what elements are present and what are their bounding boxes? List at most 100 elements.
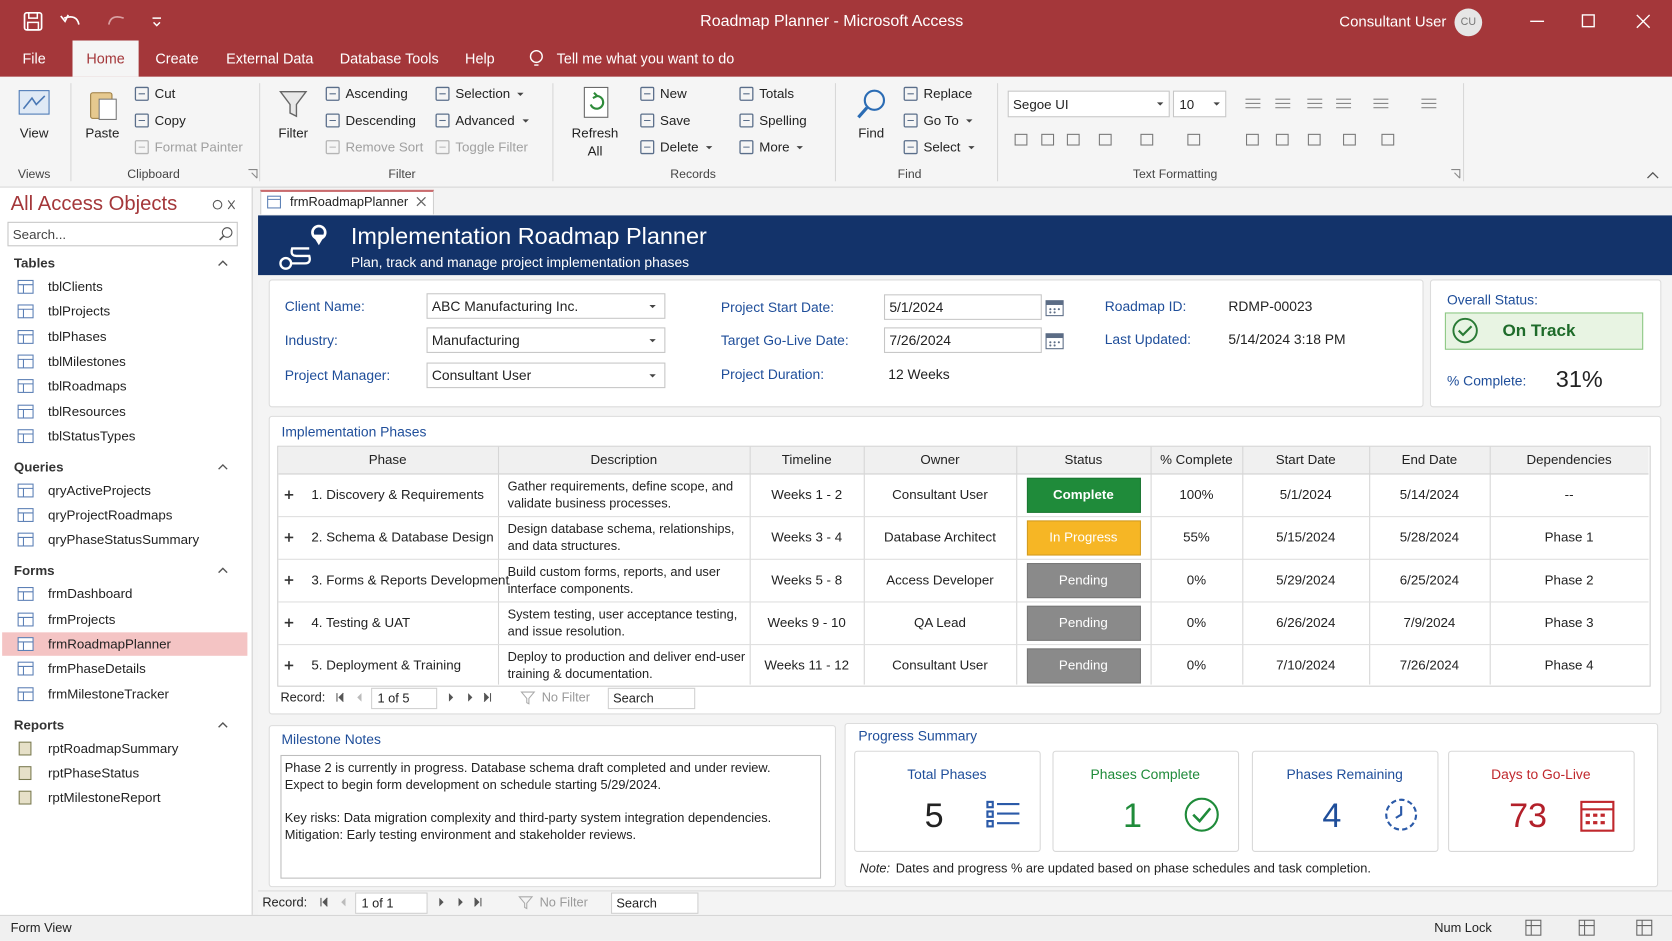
expand-row[interactable] <box>283 574 296 587</box>
toggle-filter-button[interactable]: Toggle Filter <box>455 139 528 155</box>
nav-group-header[interactable]: Forms <box>13 563 55 579</box>
column-header[interactable]: Phase <box>368 452 407 468</box>
ribbon-tab[interactable]: Database Tools <box>339 50 439 67</box>
column-header[interactable]: Start Date <box>1275 452 1336 468</box>
find-icon[interactable] <box>855 87 889 121</box>
date-input[interactable]: 7/26/2024 <box>883 327 1042 353</box>
save-icon[interactable] <box>21 10 44 33</box>
select-button[interactable]: Select <box>923 139 961 155</box>
nav-item[interactable]: frmDashboard <box>47 586 133 602</box>
calendar-button[interactable] <box>1045 298 1064 317</box>
collapse-group[interactable] <box>216 566 229 577</box>
format-painter-button[interactable]: Format Painter <box>154 139 243 155</box>
nav-item[interactable]: rptRoadmapSummary <box>47 740 179 756</box>
format-icon[interactable] <box>1370 95 1391 112</box>
nav-item[interactable]: frmProjects <box>47 611 116 627</box>
paste-icon[interactable] <box>87 87 119 121</box>
filter-icon[interactable] <box>277 87 309 119</box>
format-icon[interactable] <box>1063 131 1084 148</box>
pane-menu[interactable] <box>211 197 239 212</box>
column-header[interactable]: Owner <box>920 452 960 468</box>
format-icon[interactable] <box>1242 131 1263 148</box>
close-tab[interactable] <box>415 195 428 208</box>
nav-item[interactable]: qryPhaseStatusSummary <box>47 532 200 548</box>
collapse-ribbon[interactable] <box>1645 168 1660 181</box>
record-nav-button[interactable] <box>335 692 346 703</box>
paste-button[interactable]: Paste <box>85 125 120 141</box>
format-icon[interactable] <box>1304 131 1325 148</box>
expand-row[interactable] <box>283 531 296 544</box>
format-icon[interactable] <box>1137 131 1158 148</box>
advanced-filter-button[interactable]: Advanced <box>455 113 515 128</box>
record-nav-button[interactable] <box>446 692 457 703</box>
format-icon[interactable] <box>1378 131 1399 148</box>
column-header[interactable]: Description <box>590 452 658 468</box>
format-icon[interactable] <box>1011 131 1032 148</box>
nav-item[interactable]: tblPhases <box>47 329 107 344</box>
nav-group-header[interactable]: Queries <box>13 459 64 475</box>
view-switch[interactable] <box>1577 918 1596 937</box>
dropdown-arrow[interactable] <box>648 336 657 345</box>
ribbon-tab[interactable]: External Data <box>226 50 314 67</box>
ribbon-tab[interactable]: Help <box>465 50 495 67</box>
format-icon[interactable] <box>1272 131 1293 148</box>
collapse-group[interactable] <box>216 258 229 269</box>
redo-icon[interactable] <box>102 10 132 33</box>
more-button[interactable]: More <box>759 139 790 155</box>
column-header[interactable]: End Date <box>1401 452 1458 468</box>
column-header[interactable]: % Complete <box>1160 452 1233 468</box>
nav-item[interactable]: qryProjectRoadmaps <box>47 507 173 523</box>
record-search[interactable]: Search <box>607 687 696 710</box>
calendar-button[interactable] <box>1045 331 1064 350</box>
nav-item[interactable]: tblRoadmaps <box>47 378 127 394</box>
nav-item[interactable]: rptMilestoneReport <box>47 790 161 806</box>
record-nav-button[interactable] <box>338 897 349 908</box>
nav-item[interactable]: frmMilestoneTracker <box>47 686 169 702</box>
format-icon[interactable] <box>1304 95 1325 112</box>
record-nav-button[interactable] <box>472 897 483 908</box>
minimize-button[interactable] <box>1527 11 1548 32</box>
combo-box[interactable]: Manufacturing <box>426 327 666 353</box>
navigation-search[interactable]: Search... <box>7 221 238 247</box>
record-search[interactable]: Search <box>611 892 699 914</box>
record-nav-button[interactable] <box>354 692 365 703</box>
tell-me-search[interactable]: Tell me what you want to do <box>556 50 735 67</box>
nav-item[interactable]: tblStatusTypes <box>47 428 136 444</box>
nav-item[interactable]: tblProjects <box>47 304 111 320</box>
view-icon[interactable] <box>17 87 51 119</box>
record-nav-button[interactable] <box>436 897 447 908</box>
format-icon[interactable] <box>1242 95 1263 112</box>
font-name-box[interactable]: Segoe UI <box>1007 90 1170 118</box>
record-nav-button[interactable] <box>319 897 330 908</box>
view-switch[interactable] <box>1524 918 1543 937</box>
expand-row[interactable] <box>283 488 296 501</box>
notes-textbox[interactable] <box>280 754 822 879</box>
filter-button[interactable]: Filter <box>278 125 309 141</box>
customize-icon[interactable] <box>149 13 164 30</box>
ribbon-tab[interactable]: Create <box>155 50 199 67</box>
selection-filter-button[interactable]: Selection <box>455 86 511 102</box>
record-position[interactable]: 1 of 5 <box>371 687 438 710</box>
undo-icon[interactable] <box>58 10 88 33</box>
sort-ascending-button[interactable]: Ascending <box>345 86 408 102</box>
spelling-button[interactable]: Spelling <box>759 113 807 128</box>
expand-row[interactable] <box>283 616 296 629</box>
format-icon[interactable] <box>1272 95 1293 112</box>
nav-item[interactable]: frmPhaseDetails <box>47 661 146 677</box>
replace-button[interactable]: Replace <box>923 86 973 102</box>
format-icon[interactable] <box>1184 131 1205 148</box>
combo-box[interactable]: ABC Manufacturing Inc. <box>426 293 666 319</box>
record-nav-button[interactable] <box>465 692 476 703</box>
view-switch[interactable] <box>1635 918 1654 937</box>
ribbon-tab[interactable]: Home <box>86 50 125 67</box>
cut-button[interactable]: Cut <box>154 86 176 102</box>
nav-item[interactable]: frmRoadmapPlanner <box>47 636 171 652</box>
format-icon[interactable] <box>1418 95 1439 112</box>
search-icon[interactable] <box>218 225 235 242</box>
totals-button[interactable]: Totals <box>759 86 795 102</box>
nav-item[interactable]: tblResources <box>47 403 126 419</box>
column-header[interactable]: Dependencies <box>1526 452 1612 468</box>
combo-box[interactable]: Consultant User <box>426 362 666 389</box>
view-button[interactable]: View <box>19 125 49 141</box>
column-header[interactable]: Status <box>1064 452 1103 468</box>
